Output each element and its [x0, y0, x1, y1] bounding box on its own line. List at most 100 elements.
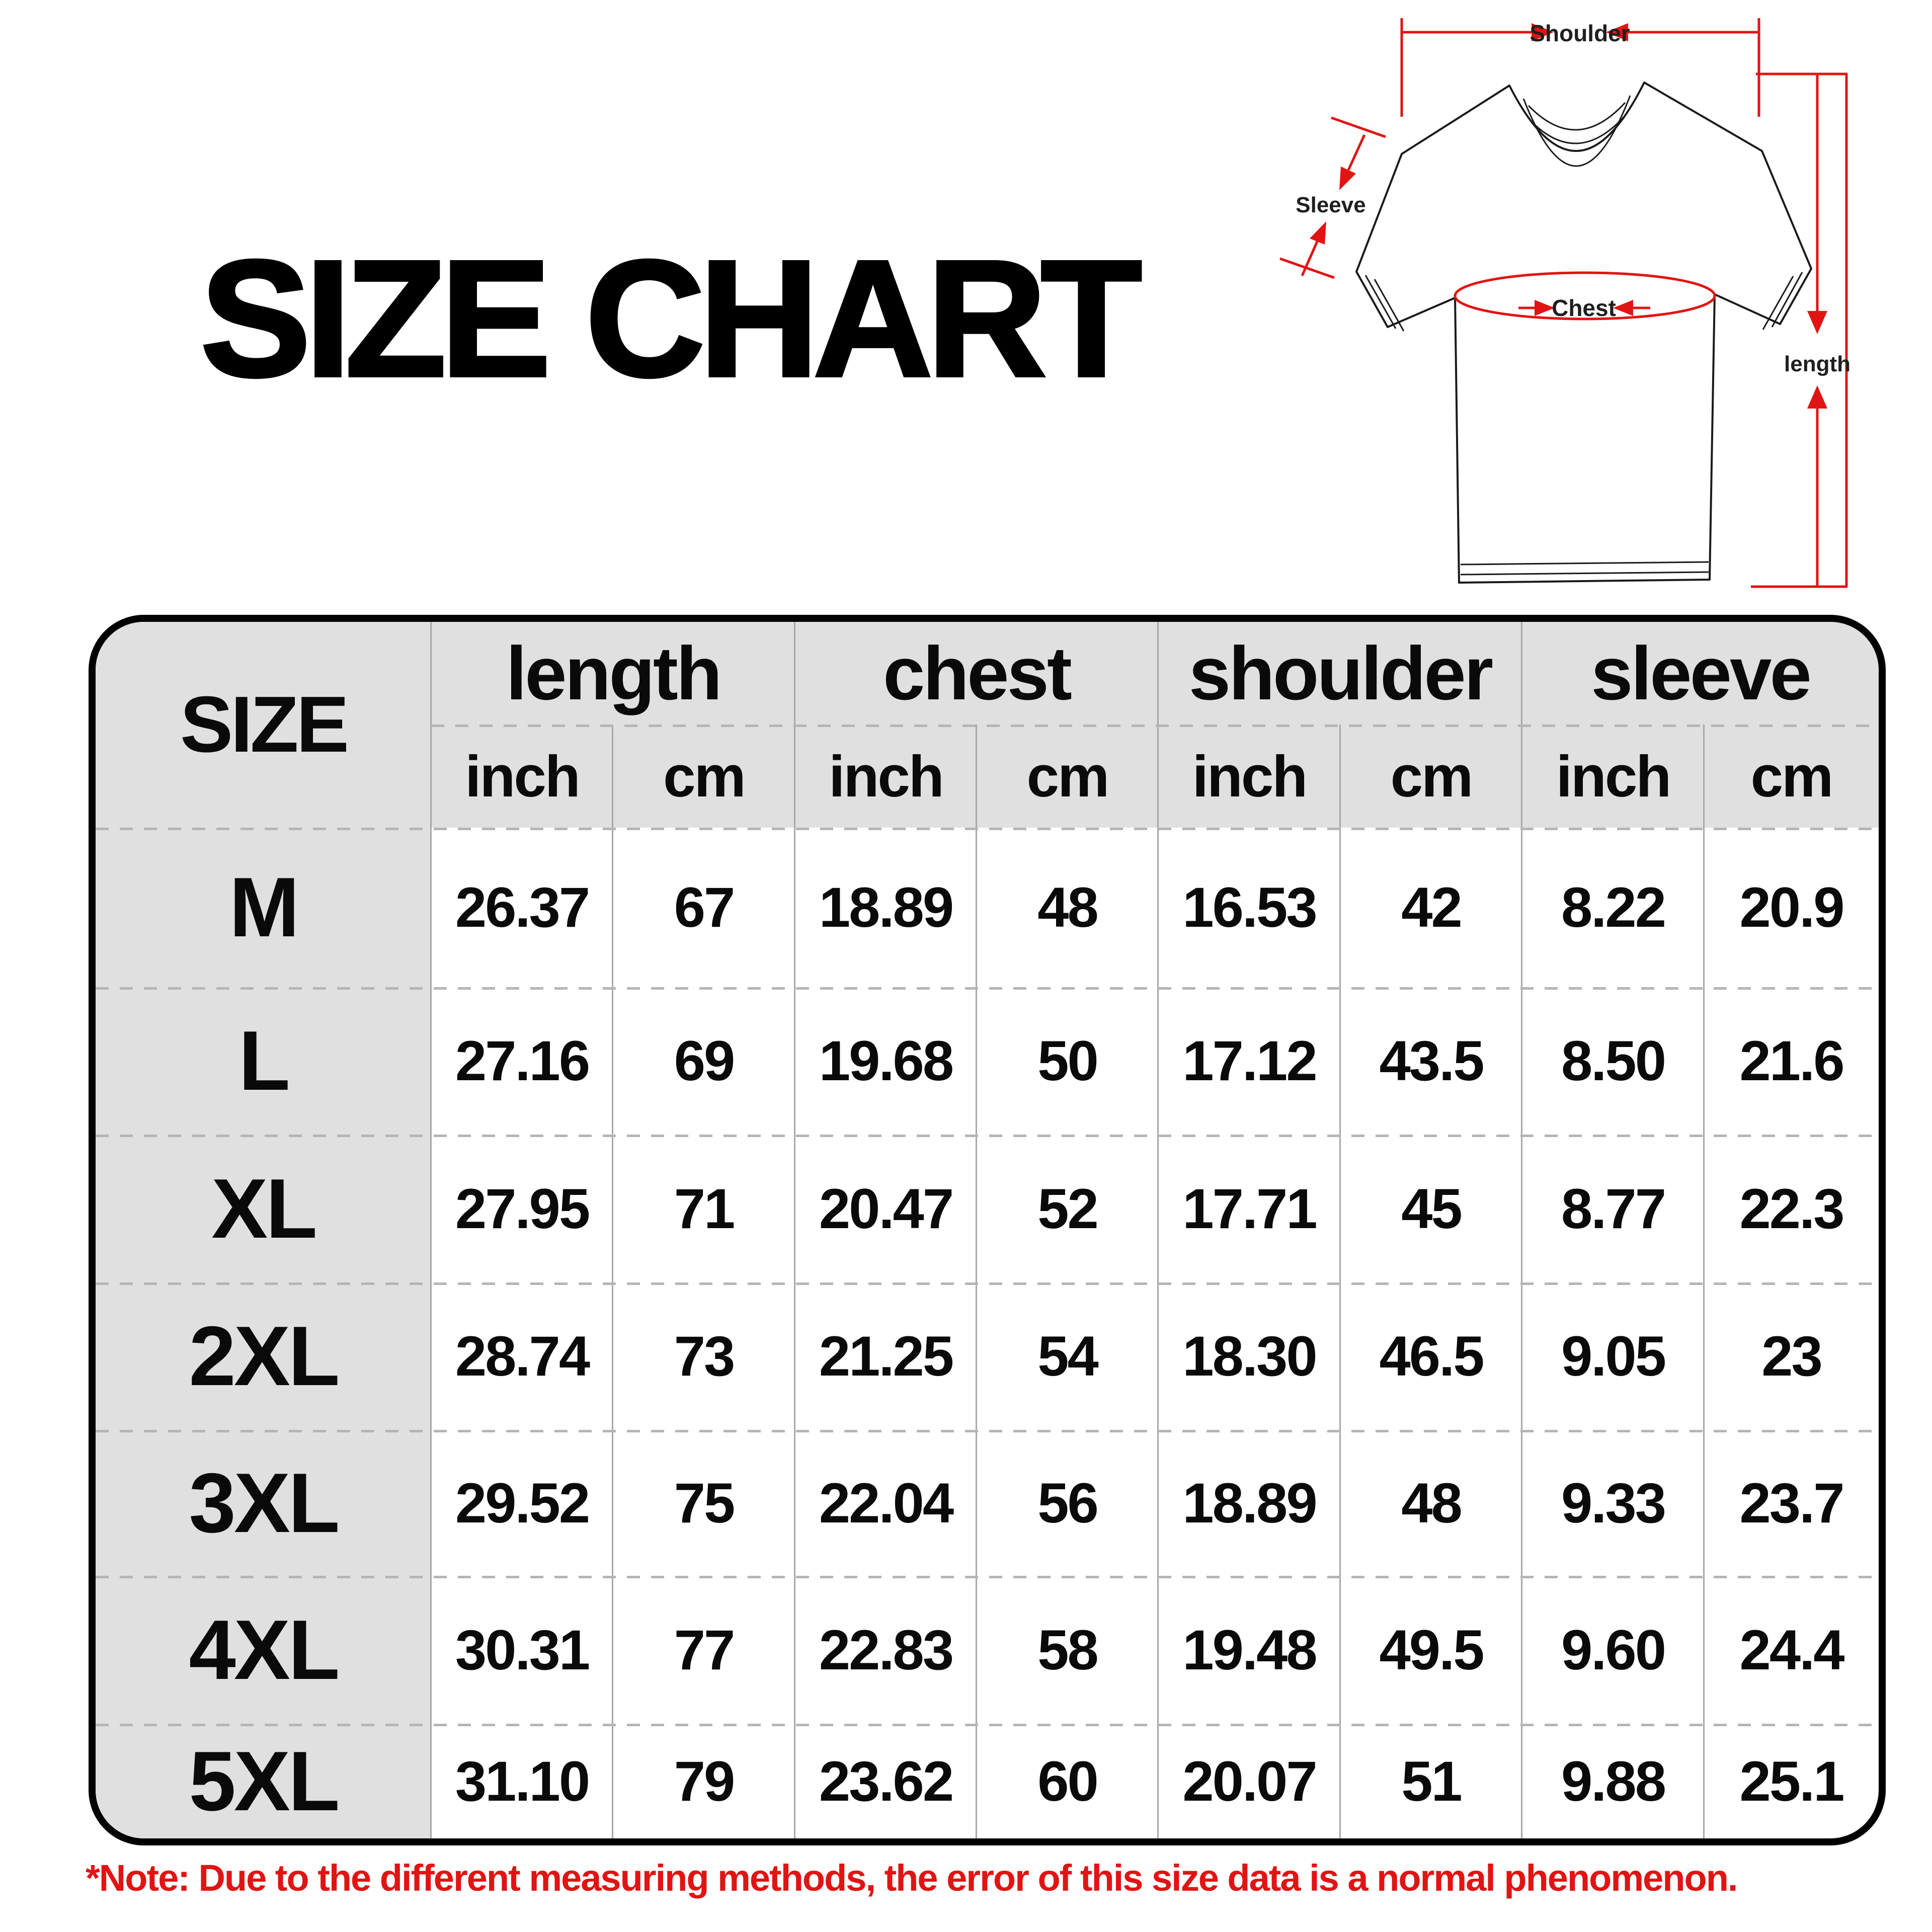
grid-line	[1521, 622, 1522, 1838]
row-label: L	[238, 1013, 290, 1108]
size-column-header: SIZE	[180, 680, 349, 769]
chest-label: Chest	[1552, 295, 1616, 321]
table-cell: 30.31	[455, 1618, 590, 1681]
table-cell: 54	[1037, 1325, 1099, 1388]
table-cell: 18.89	[1182, 1471, 1317, 1535]
table-cell: 19.68	[819, 1029, 954, 1092]
unit-header: cm	[1026, 743, 1110, 809]
table-cell: 23	[1761, 1325, 1823, 1388]
group-header-shoulder: shoulder	[1188, 630, 1493, 715]
group-header-sleeve: sleeve	[1591, 630, 1812, 715]
table-cell: 23.7	[1739, 1471, 1845, 1535]
length-dimension: length	[1751, 72, 1850, 588]
measurement-note: *Note: Due to the different measuring me…	[86, 1857, 1738, 1899]
table-cell: 20.47	[819, 1177, 954, 1240]
table-cell: 45	[1401, 1177, 1463, 1240]
group-header-chest: chest	[883, 630, 1072, 715]
table-cell: 79	[674, 1749, 736, 1813]
table-cell: 18.89	[819, 876, 954, 939]
table-cell: 8.77	[1561, 1177, 1666, 1240]
unit-header: inch	[829, 743, 944, 809]
table-cell: 24.4	[1739, 1618, 1845, 1681]
table-cell: 22.83	[819, 1618, 954, 1681]
table-cell: 31.10	[455, 1749, 590, 1813]
dashed-separator	[431, 725, 1879, 727]
grid-line	[1157, 622, 1159, 1838]
grid-line	[1339, 725, 1341, 1838]
row-label: 3XL	[189, 1455, 340, 1550]
dashed-separator	[96, 1576, 1879, 1578]
table-cell: 8.22	[1561, 876, 1666, 939]
dashed-separator	[96, 987, 1879, 990]
row-label: 5XL	[189, 1733, 340, 1828]
table-cell: 48	[1401, 1471, 1463, 1535]
dashed-separator	[96, 1430, 1879, 1432]
shoulder-label: Shoulder	[1530, 20, 1630, 46]
tshirt-outline	[1355, 82, 1812, 584]
table-cell: 48	[1037, 876, 1099, 939]
table-cell: 16.53	[1182, 876, 1317, 939]
table-cell: 27.95	[455, 1177, 590, 1240]
sleeve-label: Sleeve	[1296, 193, 1365, 217]
table-cell: 20.9	[1739, 876, 1845, 939]
dashed-separator	[96, 828, 1879, 830]
table-cell: 69	[674, 1029, 736, 1092]
grid-line	[976, 725, 977, 1838]
group-header-length: length	[506, 630, 722, 715]
table-cell: 21.25	[819, 1325, 954, 1388]
table-cell: 75	[674, 1471, 736, 1535]
table-cell: 9.05	[1561, 1325, 1666, 1388]
table-cell: 23.62	[819, 1749, 954, 1813]
row-label: 2XL	[189, 1309, 340, 1403]
chest-dimension: Chest	[1454, 271, 1716, 321]
size-chart-table: SIZE length chest shoulder sleeve inch c…	[89, 615, 1886, 1845]
table-cell: 77	[674, 1618, 736, 1681]
table-cell: 28.74	[455, 1325, 590, 1388]
table-cell: 8.50	[1561, 1029, 1666, 1092]
dashed-separator	[96, 1135, 1879, 1137]
table-cell: 18.30	[1182, 1325, 1317, 1388]
table-cell: 22.04	[819, 1471, 954, 1535]
table-cell: 56	[1037, 1471, 1099, 1535]
tshirt-measurement-diagram: Shoulder Sleeve Chest length	[1279, 18, 1850, 588]
table-cell: 20.07	[1182, 1749, 1317, 1813]
grid-line	[612, 725, 613, 1838]
table-cell: 22.3	[1739, 1177, 1845, 1240]
table-cell: 42	[1401, 876, 1463, 939]
table-cell: 19.48	[1182, 1618, 1317, 1681]
table-cell: 27.16	[455, 1029, 590, 1092]
grid-line	[430, 622, 432, 1838]
table-cell: 25.1	[1739, 1749, 1845, 1813]
unit-header: cm	[663, 743, 746, 809]
table-cell: 9.33	[1561, 1471, 1666, 1535]
unit-header: cm	[1390, 743, 1474, 809]
length-label: length	[1784, 352, 1850, 376]
row-label: M	[229, 860, 300, 954]
dashed-separator	[96, 1282, 1879, 1285]
table-cell: 43.5	[1379, 1029, 1485, 1092]
sleeve-dimension: Sleeve	[1279, 116, 1386, 279]
table-cell: 51	[1401, 1749, 1463, 1813]
table-cell: 52	[1037, 1177, 1099, 1240]
table-cell: 49.5	[1379, 1618, 1485, 1681]
table-cell: 9.88	[1561, 1749, 1666, 1813]
page-title: SIZE CHART	[199, 225, 1144, 411]
grid-line	[1703, 725, 1705, 1838]
table-cell: 50	[1037, 1029, 1099, 1092]
dashed-separator	[96, 1724, 1879, 1726]
table-cell: 21.6	[1739, 1029, 1845, 1092]
shoulder-dimension: Shoulder	[1400, 18, 1760, 117]
unit-header: inch	[465, 743, 580, 809]
table-cell: 46.5	[1379, 1325, 1485, 1388]
table-cell: 17.71	[1182, 1177, 1317, 1240]
table-cell: 26.37	[455, 876, 590, 939]
table-cell: 73	[674, 1325, 736, 1388]
table-cell: 29.52	[455, 1471, 590, 1535]
table-cell: 67	[674, 876, 736, 939]
table-cell: 17.12	[1182, 1029, 1317, 1092]
row-label: 4XL	[189, 1602, 340, 1697]
unit-header: inch	[1556, 743, 1671, 809]
unit-header: cm	[1750, 743, 1834, 809]
table-cell: 58	[1037, 1618, 1099, 1681]
table-cell: 60	[1037, 1749, 1099, 1813]
